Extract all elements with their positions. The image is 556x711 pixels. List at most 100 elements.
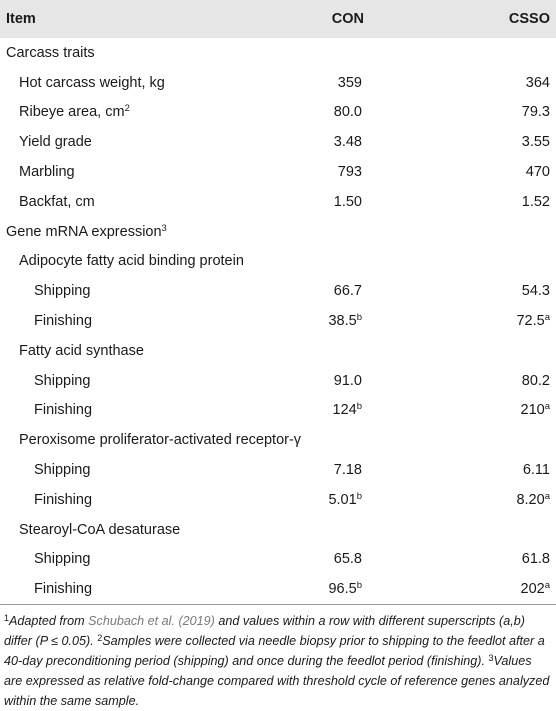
footnote-marker-3: 3 [488, 652, 494, 663]
cell-csso [390, 38, 556, 68]
cell-csso-value: 3.55 [521, 134, 550, 151]
table-row: Finishing 96.5b 202a [0, 574, 556, 605]
table-row: Shipping 91.0 80.2 [0, 366, 556, 396]
row-label: Peroxisome proliferator-activated recept… [0, 425, 301, 455]
cell-con [260, 38, 390, 68]
cell-csso-value: 61.8 [521, 551, 550, 568]
cell-csso-value: 80.2 [521, 372, 550, 389]
row-label: Hot carcass weight, kg [0, 68, 260, 98]
row-label-text: Carcass traits [6, 44, 95, 61]
table-row: Finishing 5.01b 8.20a [0, 485, 556, 515]
row-label-text: Stearoyl-CoA desaturase [19, 521, 181, 538]
table-row: Ribeye area, cm2 80.0 79.3 [0, 98, 556, 128]
cell-csso: 6.11 [390, 455, 556, 485]
cell-csso: 202a [390, 574, 556, 604]
header-con: CON [331, 11, 364, 27]
table-body: Carcass traits Hot carcass weight, kg 359 3… [0, 38, 556, 605]
cell-con [260, 515, 390, 545]
cell-con: 3.48 [260, 127, 390, 157]
table-row: Backfat, cm 1.50 1.52 [0, 187, 556, 217]
table-row: Shipping 66.7 54.3 [0, 276, 556, 306]
row-label-text: Finishing [34, 580, 93, 597]
row-label-text: Hot carcass weight, kg [19, 74, 165, 91]
cell-con-superscript: b [356, 401, 362, 413]
cell-csso: 470 [390, 157, 556, 187]
table-header-row: Item CON CSSO [0, 0, 556, 38]
row-label: Yield grade [0, 127, 260, 157]
row-label: Finishing [0, 574, 260, 604]
row-label: Stearoyl-CoA desaturase [0, 515, 260, 545]
cell-con: 91.0 [260, 366, 390, 396]
cell-csso [390, 247, 556, 277]
row-label-text: Finishing [34, 491, 93, 508]
cell-csso [390, 515, 556, 545]
row-label: Backfat, cm [0, 187, 260, 217]
table-row: Finishing 124b 210a [0, 396, 556, 426]
cell-con: 5.01b [260, 485, 390, 515]
cell-con: 80.0 [260, 98, 390, 128]
table-row: Shipping 7.18 6.11 [0, 455, 556, 485]
cell-con: 96.5b [260, 574, 390, 604]
cell-con-value: 7.18 [333, 462, 362, 479]
row-label-text: Finishing [34, 402, 93, 419]
cell-csso: 364 [390, 68, 556, 98]
cell-csso: 8.20a [390, 485, 556, 515]
row-label-text: Shipping [34, 551, 91, 568]
row-label: Finishing [0, 485, 260, 515]
row-label-text: Peroxisome proliferator-activated recept… [19, 432, 302, 449]
row-label-text: Finishing [34, 313, 93, 330]
cell-csso-superscript: a [544, 401, 550, 413]
row-label: Fatty acid synthase [0, 336, 260, 366]
cell-con: 66.7 [260, 276, 390, 306]
cell-csso-superscript: a [544, 579, 550, 591]
label-superscript: 3 [161, 222, 167, 234]
citation-link[interactable]: Schubach et al. (2019) [88, 613, 215, 628]
footnote-text-2: and values within a row with different s… [4, 613, 525, 648]
table-footnote: 1Adapted from Schubach et al. (2019) and… [0, 605, 556, 711]
cell-con: 793 [260, 157, 390, 187]
header-csso: CSSO [508, 11, 550, 27]
cell-con-value: 359 [337, 74, 362, 91]
footnote-text-1: Adapted from [9, 613, 89, 628]
row-label-text: Marbling [19, 164, 75, 181]
cell-csso-value: 364 [525, 74, 550, 91]
row-label-text: Shipping [34, 283, 91, 300]
cell-csso-value: 72.5 [516, 313, 545, 330]
cell-con: 65.8 [260, 545, 390, 575]
cell-con-value: 3.48 [333, 134, 362, 151]
cell-con-value: 793 [337, 164, 362, 181]
table-row: Carcass traits [0, 38, 556, 68]
cell-con-superscript: b [356, 490, 362, 502]
cell-csso-value: 54.3 [521, 283, 550, 300]
row-label-text: Gene mRNA expression [6, 223, 162, 240]
cell-con-value: 1.50 [333, 193, 362, 210]
cell-con-value: 5.01 [328, 491, 357, 508]
cell-csso-superscript: a [544, 490, 550, 502]
footnote-marker-1: 1 [4, 612, 10, 623]
cell-csso-value: 210 [520, 402, 545, 419]
cell-csso-value: 1.52 [521, 193, 550, 210]
cell-con-value: 80.0 [333, 104, 362, 121]
row-label: Shipping [0, 455, 260, 485]
cell-csso [390, 425, 556, 455]
table-row: Shipping 65.8 61.8 [0, 545, 556, 575]
row-label-text: Ribeye area, cm [19, 104, 125, 121]
table-row: Fatty acid synthase [0, 336, 556, 366]
cell-con-value: 38.5 [328, 313, 357, 330]
row-label: Finishing [0, 396, 260, 426]
cell-con [260, 247, 390, 277]
table-row: Hot carcass weight, kg 359 364 [0, 68, 556, 98]
cell-con-value: 65.8 [333, 551, 362, 568]
table-row: Adipocyte fatty acid binding protein [0, 247, 556, 277]
cell-csso: 79.3 [390, 98, 556, 128]
cell-con [260, 336, 390, 366]
cell-con [260, 217, 390, 247]
cell-con-value: 124 [332, 402, 357, 419]
row-label-text: Backfat, cm [19, 193, 95, 210]
cell-con-superscript: b [356, 312, 362, 324]
table-row: Marbling 793 470 [0, 157, 556, 187]
cell-con-value: 91.0 [333, 372, 362, 389]
row-label-text: Adipocyte fatty acid binding protein [19, 253, 244, 270]
data-table: Item CON CSSO Carcass traits Hot carcass … [0, 0, 556, 605]
cell-con: 38.5b [260, 306, 390, 336]
